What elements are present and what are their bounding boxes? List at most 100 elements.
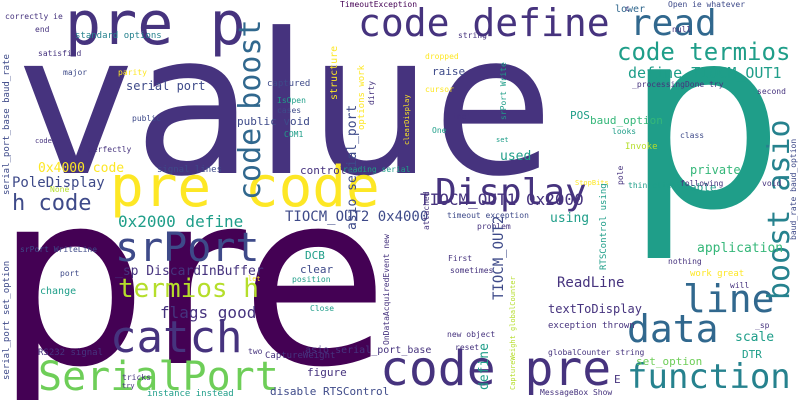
word-poledisplay: PoleDisplay xyxy=(12,175,105,191)
word-readline: ReadLine xyxy=(557,275,625,291)
word-srport-write: srPort Write xyxy=(499,62,508,120)
word-work-great: work great xyxy=(690,269,745,279)
word-srport: srPort xyxy=(115,225,260,271)
word-data: data xyxy=(627,307,719,351)
word-signal-lines: signal lines xyxy=(157,165,223,175)
word-lower: lower xyxy=(615,4,646,15)
word-end: end xyxy=(35,25,50,34)
word-problem: problem xyxy=(477,222,511,231)
word-looks: looks xyxy=(612,127,637,136)
word-code-define: code define xyxy=(358,1,610,45)
word-close: Close xyxy=(310,304,335,313)
word-code-boost: code boost xyxy=(233,19,268,200)
word-tricks: tricks xyxy=(122,373,151,382)
word-messagebox-show: MessageBox Show xyxy=(540,388,613,397)
word-parity: parity xyxy=(118,68,147,77)
word-raise: raise xyxy=(432,65,466,78)
word-dropped: dropped xyxy=(425,52,459,61)
word-open-ie-whatever: Open ie whatever xyxy=(668,0,746,9)
word-stopbits: StopBits xyxy=(575,179,609,187)
word-baud-option: baud_option xyxy=(590,114,663,127)
word-display: Display xyxy=(435,172,587,213)
word-com1: COM1 xyxy=(284,130,304,139)
word-h-code: h code xyxy=(12,191,92,216)
word-serial-port-set-option: serial_port set_option xyxy=(2,260,12,380)
word-code: code xyxy=(35,137,52,145)
word-termios-h: termios h xyxy=(118,274,259,304)
word-correctly-ie: correctly ie xyxy=(5,12,63,21)
word-processingdone-try: _processingDone try xyxy=(632,80,724,89)
word-string: string xyxy=(458,31,487,40)
word-pre-p: pre p xyxy=(65,0,246,59)
word-two: two xyxy=(248,347,263,356)
word-catch: catch xyxy=(110,312,243,363)
word-application: application xyxy=(697,241,784,256)
word-set: set xyxy=(496,136,509,144)
word-instance-instead: instance instead xyxy=(147,389,234,399)
word-value: value xyxy=(18,0,554,220)
word-used: used xyxy=(500,149,532,164)
word-second: second xyxy=(757,87,786,96)
word-control: control xyxy=(300,164,347,177)
word-dcb: DCB xyxy=(305,249,325,262)
word-tiocm-out2-0x4000: TIOCM_OUT2 0x4000 xyxy=(285,209,429,225)
word-first: First xyxy=(448,254,473,263)
word-cases: cases xyxy=(277,106,302,115)
word-cursor: cursor xyxy=(425,85,454,94)
word-standard-options: standard options xyxy=(75,31,162,41)
word-reading-serial: reading serial xyxy=(343,165,411,174)
word-p-big: p xyxy=(625,0,784,265)
word-pre-code: pre code xyxy=(110,155,380,220)
word-timeout-exception: timeout exception xyxy=(447,211,529,220)
word-sp: _sp xyxy=(755,321,770,330)
word-sp-discardinbuffer: _sp DiscardInBuffer xyxy=(115,264,264,279)
word-position: position xyxy=(292,275,331,284)
word-tiocm-out1-0x2000: TIOCM_OUT1 0x2000 xyxy=(420,190,584,209)
word-flags-good: flags good xyxy=(160,303,257,322)
word-line: line xyxy=(683,277,775,321)
word-class: class xyxy=(680,131,705,140)
word-clearDisplay: clearDisplay xyxy=(403,94,411,145)
word-nothing: nothing xyxy=(668,257,702,266)
word-c: c xyxy=(625,4,630,13)
word-function: function xyxy=(627,357,791,397)
word-serial-port-base-baud-rate: serial_port_base baud_rate xyxy=(2,54,12,195)
word-invoke: Invoke xyxy=(625,142,658,152)
word-reset: reset xyxy=(455,343,480,352)
word-timeoutexception: TimeoutException xyxy=(340,0,418,9)
word-private: private xyxy=(690,163,741,177)
word-change: change xyxy=(40,286,77,297)
word-thin-client: thin client xyxy=(628,181,681,190)
word-following: following xyxy=(680,179,724,188)
word-public: public xyxy=(132,114,161,123)
word-code-termios: code termios xyxy=(617,38,791,66)
word-using: using xyxy=(550,211,590,226)
word-rs232-signal: RS232 signal xyxy=(38,348,104,358)
word-0x2000-define: 0x2000 define xyxy=(118,212,244,231)
word-port: port xyxy=(60,269,80,278)
word-let: let xyxy=(248,275,261,283)
word-read: read xyxy=(630,3,717,44)
word-sometimes: sometimes xyxy=(450,266,494,275)
word-new-object: new object xyxy=(447,330,496,339)
word-serialport: SerialPort xyxy=(38,354,279,400)
word-isopen: IsOpen xyxy=(277,96,306,105)
word-try: try xyxy=(122,382,135,390)
word-tiocm-out2: TIOCM_OUT2 xyxy=(491,215,507,300)
word-one: One xyxy=(432,126,447,135)
word-pos: POS xyxy=(570,109,590,122)
word-ondataacquiredevent-new: OnDataAcquiredEvent new xyxy=(382,234,391,345)
word-pre-big: pre xyxy=(0,140,389,400)
word-code-pre: code pre xyxy=(380,341,612,397)
word-null: null xyxy=(672,25,692,34)
word-asio-serial-port-base: asio serial_port_base xyxy=(305,345,432,356)
word-set-option: set_option xyxy=(636,355,703,368)
word-captureweight: CaptureWeight xyxy=(265,351,336,361)
word-clear: clear xyxy=(300,263,334,276)
word-void: void xyxy=(762,179,782,188)
word-attached: attached xyxy=(422,191,431,230)
word-texttodisplay: textToDisplay xyxy=(548,302,642,316)
word-0x4000-code: 0x4000 code xyxy=(38,161,125,176)
word-captureweight-globalcounter: CaptureWeight globalCounter xyxy=(509,276,517,390)
